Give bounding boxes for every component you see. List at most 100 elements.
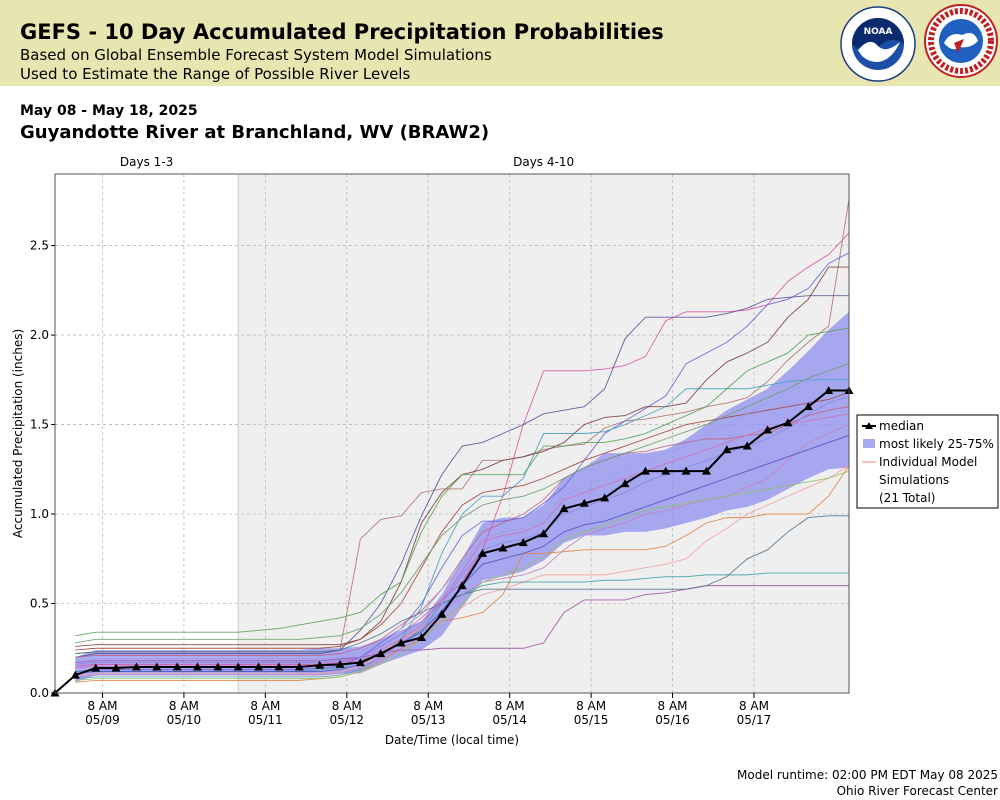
legend-band-swatch bbox=[863, 439, 875, 448]
x-tick-label-date: 05/11 bbox=[248, 713, 283, 727]
median-marker bbox=[193, 662, 203, 671]
y-tick-label: 2.0 bbox=[30, 328, 49, 342]
median-marker bbox=[294, 662, 304, 671]
median-marker bbox=[579, 498, 589, 507]
median-marker bbox=[742, 441, 752, 450]
median-marker bbox=[91, 663, 101, 672]
x-tick-label-time: 8 AM bbox=[332, 699, 362, 713]
x-tick-label-time: 8 AM bbox=[87, 699, 117, 713]
x-tick-label-time: 8 AM bbox=[495, 699, 525, 713]
x-tick-label-date: 05/14 bbox=[492, 713, 527, 727]
median-marker bbox=[661, 466, 671, 475]
x-tick-label-time: 8 AM bbox=[576, 699, 606, 713]
median-marker bbox=[722, 445, 732, 454]
median-marker bbox=[437, 609, 447, 618]
member-line-4 bbox=[75, 295, 849, 658]
median-marker bbox=[172, 662, 182, 671]
member-line-13 bbox=[75, 406, 850, 658]
median-marker bbox=[274, 662, 284, 671]
y-tick-label: 1.5 bbox=[30, 418, 49, 432]
median-marker bbox=[498, 543, 508, 552]
period-label-days-4-10: Days 4-10 bbox=[513, 155, 574, 169]
median-marker bbox=[315, 660, 325, 669]
nws-logo bbox=[924, 4, 998, 78]
x-tick-label-date: 05/16 bbox=[655, 713, 690, 727]
median-marker bbox=[518, 538, 528, 547]
legend-member-count: (21 Total) bbox=[879, 491, 935, 505]
member-line-21 bbox=[75, 366, 850, 662]
median-marker bbox=[254, 662, 264, 671]
station-name: Guyandotte River at Branchland, WV (BRAW… bbox=[20, 122, 490, 143]
median-marker bbox=[131, 662, 141, 671]
noaa-logo-text: NOAA bbox=[864, 27, 893, 37]
period-label-days-1-3: Days 1-3 bbox=[120, 155, 173, 169]
y-tick-label: 0.5 bbox=[30, 597, 49, 611]
median-marker bbox=[70, 670, 80, 679]
median-line bbox=[54, 389, 849, 694]
x-tick-label-time: 8 AM bbox=[250, 699, 280, 713]
member-line-10 bbox=[75, 585, 849, 664]
member-line-3 bbox=[75, 252, 850, 672]
y-axis-label: Accumulated Precipitation (inches) bbox=[11, 329, 25, 538]
legend-member-label-2: Simulations bbox=[879, 473, 949, 487]
member-line-16 bbox=[75, 470, 850, 681]
y-tick-label: 2.5 bbox=[30, 239, 49, 253]
page-title: GEFS - 10 Day Accumulated Precipitation … bbox=[20, 20, 664, 44]
median-marker bbox=[640, 466, 650, 475]
x-tick-label-date: 05/12 bbox=[329, 713, 364, 727]
legend-box bbox=[856, 414, 999, 509]
median-marker bbox=[539, 529, 549, 538]
page-subtitle-2: Used to Estimate the Range of Possible R… bbox=[20, 65, 411, 83]
median-marker bbox=[701, 466, 711, 475]
median-marker bbox=[783, 418, 793, 427]
x-tick-label-time: 8 AM bbox=[739, 699, 769, 713]
median-marker bbox=[213, 662, 223, 671]
median-marker bbox=[111, 663, 121, 672]
median-marker bbox=[824, 386, 834, 395]
median-marker bbox=[559, 504, 569, 513]
x-tick-label-time: 8 AM bbox=[413, 699, 443, 713]
y-tick-label: 0.0 bbox=[30, 686, 49, 700]
median-marker bbox=[620, 479, 630, 488]
median-marker bbox=[233, 662, 243, 671]
date-range: May 08 - May 18, 2025 bbox=[20, 103, 198, 119]
median-marker bbox=[600, 493, 610, 502]
member-line-18 bbox=[75, 363, 850, 644]
plot-frame bbox=[54, 173, 850, 694]
median-marker bbox=[478, 548, 488, 557]
noaa-logo: NOAA bbox=[840, 6, 916, 82]
x-axis-label: Date/Time (local time) bbox=[385, 733, 519, 747]
header-banner: GEFS - 10 Day Accumulated Precipitation … bbox=[0, 0, 1000, 86]
median-marker bbox=[335, 659, 345, 668]
legend-member-label: Individual Model bbox=[879, 455, 977, 469]
member-line-6 bbox=[75, 379, 849, 680]
x-tick-label-date: 05/10 bbox=[167, 713, 202, 727]
median-marker bbox=[803, 402, 813, 411]
x-tick-label-date: 05/15 bbox=[574, 713, 609, 727]
likely-range-band bbox=[75, 311, 850, 683]
model-runtime: Model runtime: 02:00 PM EDT May 08 2025 bbox=[737, 768, 998, 782]
median-marker bbox=[763, 425, 773, 434]
legend-median-marker bbox=[865, 422, 873, 429]
median-marker bbox=[396, 638, 406, 647]
forecast-center: Ohio River Forecast Center bbox=[836, 784, 998, 798]
median-marker bbox=[376, 649, 386, 658]
median-marker bbox=[416, 633, 426, 642]
median-marker bbox=[457, 581, 467, 590]
x-tick-label-date: 05/09 bbox=[85, 713, 120, 727]
member-line-9 bbox=[75, 465, 850, 676]
x-tick-label-time: 8 AM bbox=[658, 699, 688, 713]
page-subtitle: Based on Global Ensemble Forecast System… bbox=[20, 46, 492, 64]
y-tick-label: 1.0 bbox=[30, 507, 49, 521]
member-line-7 bbox=[75, 327, 850, 637]
x-tick-label-time: 8 AM bbox=[169, 699, 199, 713]
x-tick-label-date: 05/13 bbox=[411, 713, 446, 727]
legend-band-label: most likely 25-75% bbox=[879, 437, 994, 451]
legend-median-label: median bbox=[879, 419, 924, 433]
x-tick-label-date: 05/17 bbox=[737, 713, 772, 727]
member-line-8 bbox=[75, 465, 850, 683]
median-marker bbox=[152, 662, 162, 671]
median-marker bbox=[355, 658, 365, 667]
median-marker bbox=[681, 466, 691, 475]
